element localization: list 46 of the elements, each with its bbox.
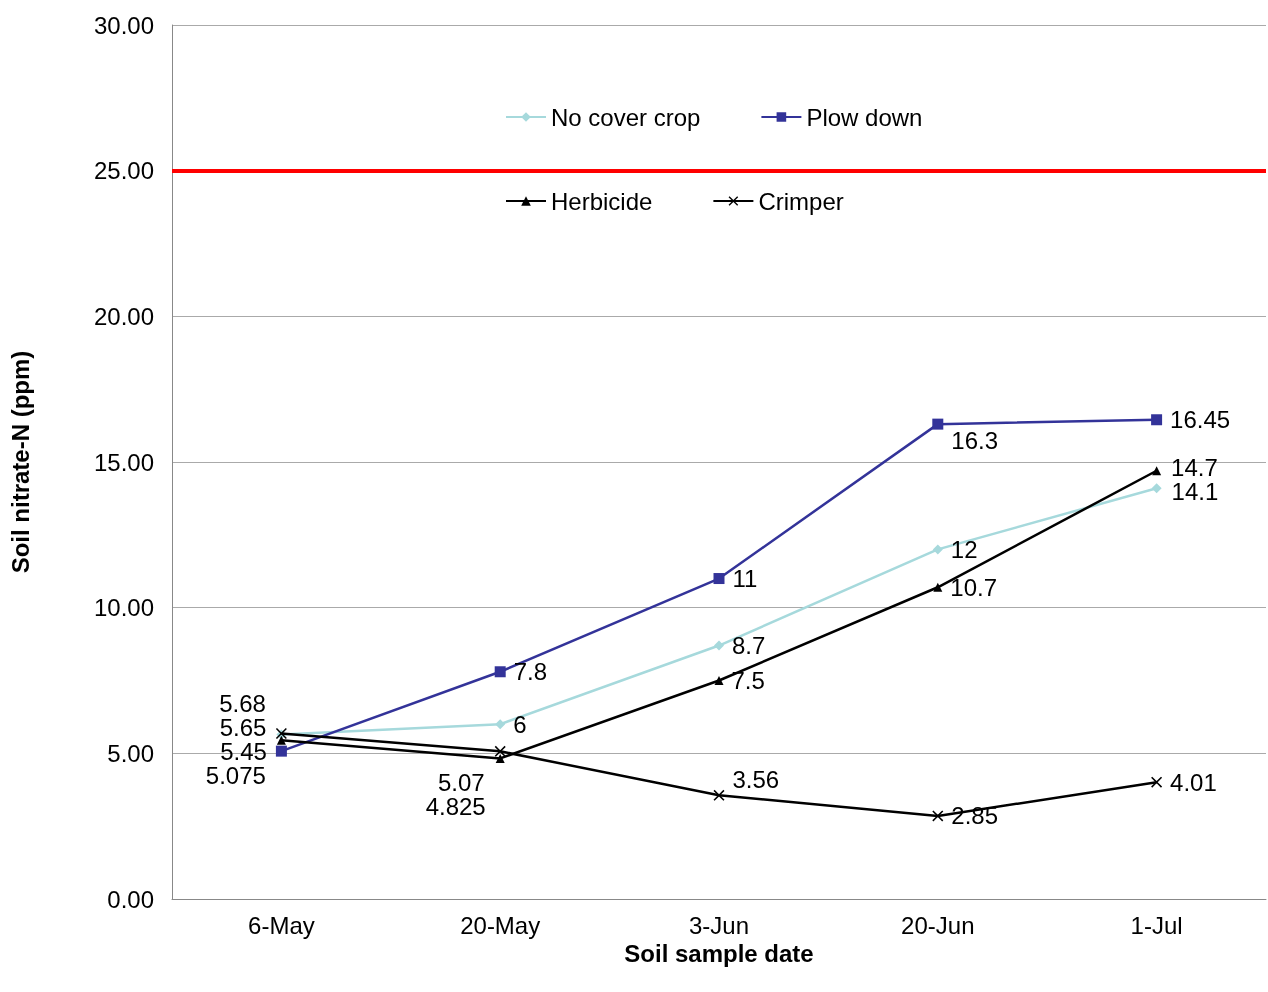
point bbox=[495, 719, 506, 730]
x-tick-label: 6-May bbox=[248, 911, 315, 939]
point bbox=[1152, 466, 1162, 476]
point bbox=[1151, 483, 1162, 494]
point bbox=[714, 676, 724, 685]
data-label: 16.3 bbox=[951, 426, 999, 454]
legend-label: Herbicide bbox=[551, 187, 653, 215]
point bbox=[713, 573, 725, 585]
y-axis-title: Soil nitrate-N (ppm) bbox=[6, 350, 34, 574]
point bbox=[494, 745, 506, 757]
data-label: 7.8 bbox=[513, 658, 548, 686]
y-tick-label: 0.00 bbox=[107, 885, 154, 913]
data-label: 11 bbox=[732, 565, 758, 593]
data-label: 8.7 bbox=[732, 632, 766, 660]
data-label: 4.01 bbox=[1170, 768, 1217, 796]
data-label: 6 bbox=[513, 710, 527, 738]
point bbox=[713, 789, 725, 801]
point bbox=[1151, 776, 1163, 788]
y-tick-label: 20.00 bbox=[93, 302, 154, 330]
x-tick-label: 1-Jul bbox=[1130, 911, 1183, 939]
x-tick-label: 3-Jun bbox=[688, 911, 750, 939]
point bbox=[494, 666, 506, 678]
point bbox=[932, 418, 944, 430]
x-axis-title: Soil sample date bbox=[624, 940, 814, 968]
point bbox=[275, 745, 287, 757]
y-tick-label: 30.00 bbox=[93, 11, 154, 39]
point bbox=[276, 735, 286, 745]
point bbox=[1151, 414, 1163, 426]
point bbox=[932, 810, 944, 822]
data-label: 10.7 bbox=[950, 573, 998, 601]
legend-label: Plow down bbox=[806, 103, 923, 131]
x-tick-label: 20-Jun bbox=[901, 911, 975, 939]
x-tick-label: 20-May bbox=[460, 911, 541, 939]
point bbox=[495, 753, 505, 763]
y-tick-label: 5.00 bbox=[107, 739, 154, 767]
y-tick-label: 15.00 bbox=[93, 448, 154, 476]
data-label: 12 bbox=[950, 535, 978, 563]
data-label: 3.56 bbox=[732, 765, 780, 793]
data-label: 16.45 bbox=[1170, 406, 1231, 434]
legend-label: No cover crop bbox=[551, 103, 701, 131]
point bbox=[932, 544, 943, 555]
y-tick-label: 25.00 bbox=[93, 157, 154, 185]
point bbox=[714, 640, 724, 651]
point bbox=[933, 582, 943, 592]
y-tick-label: 10.00 bbox=[93, 594, 154, 622]
legend-label: Crimper bbox=[758, 187, 844, 215]
